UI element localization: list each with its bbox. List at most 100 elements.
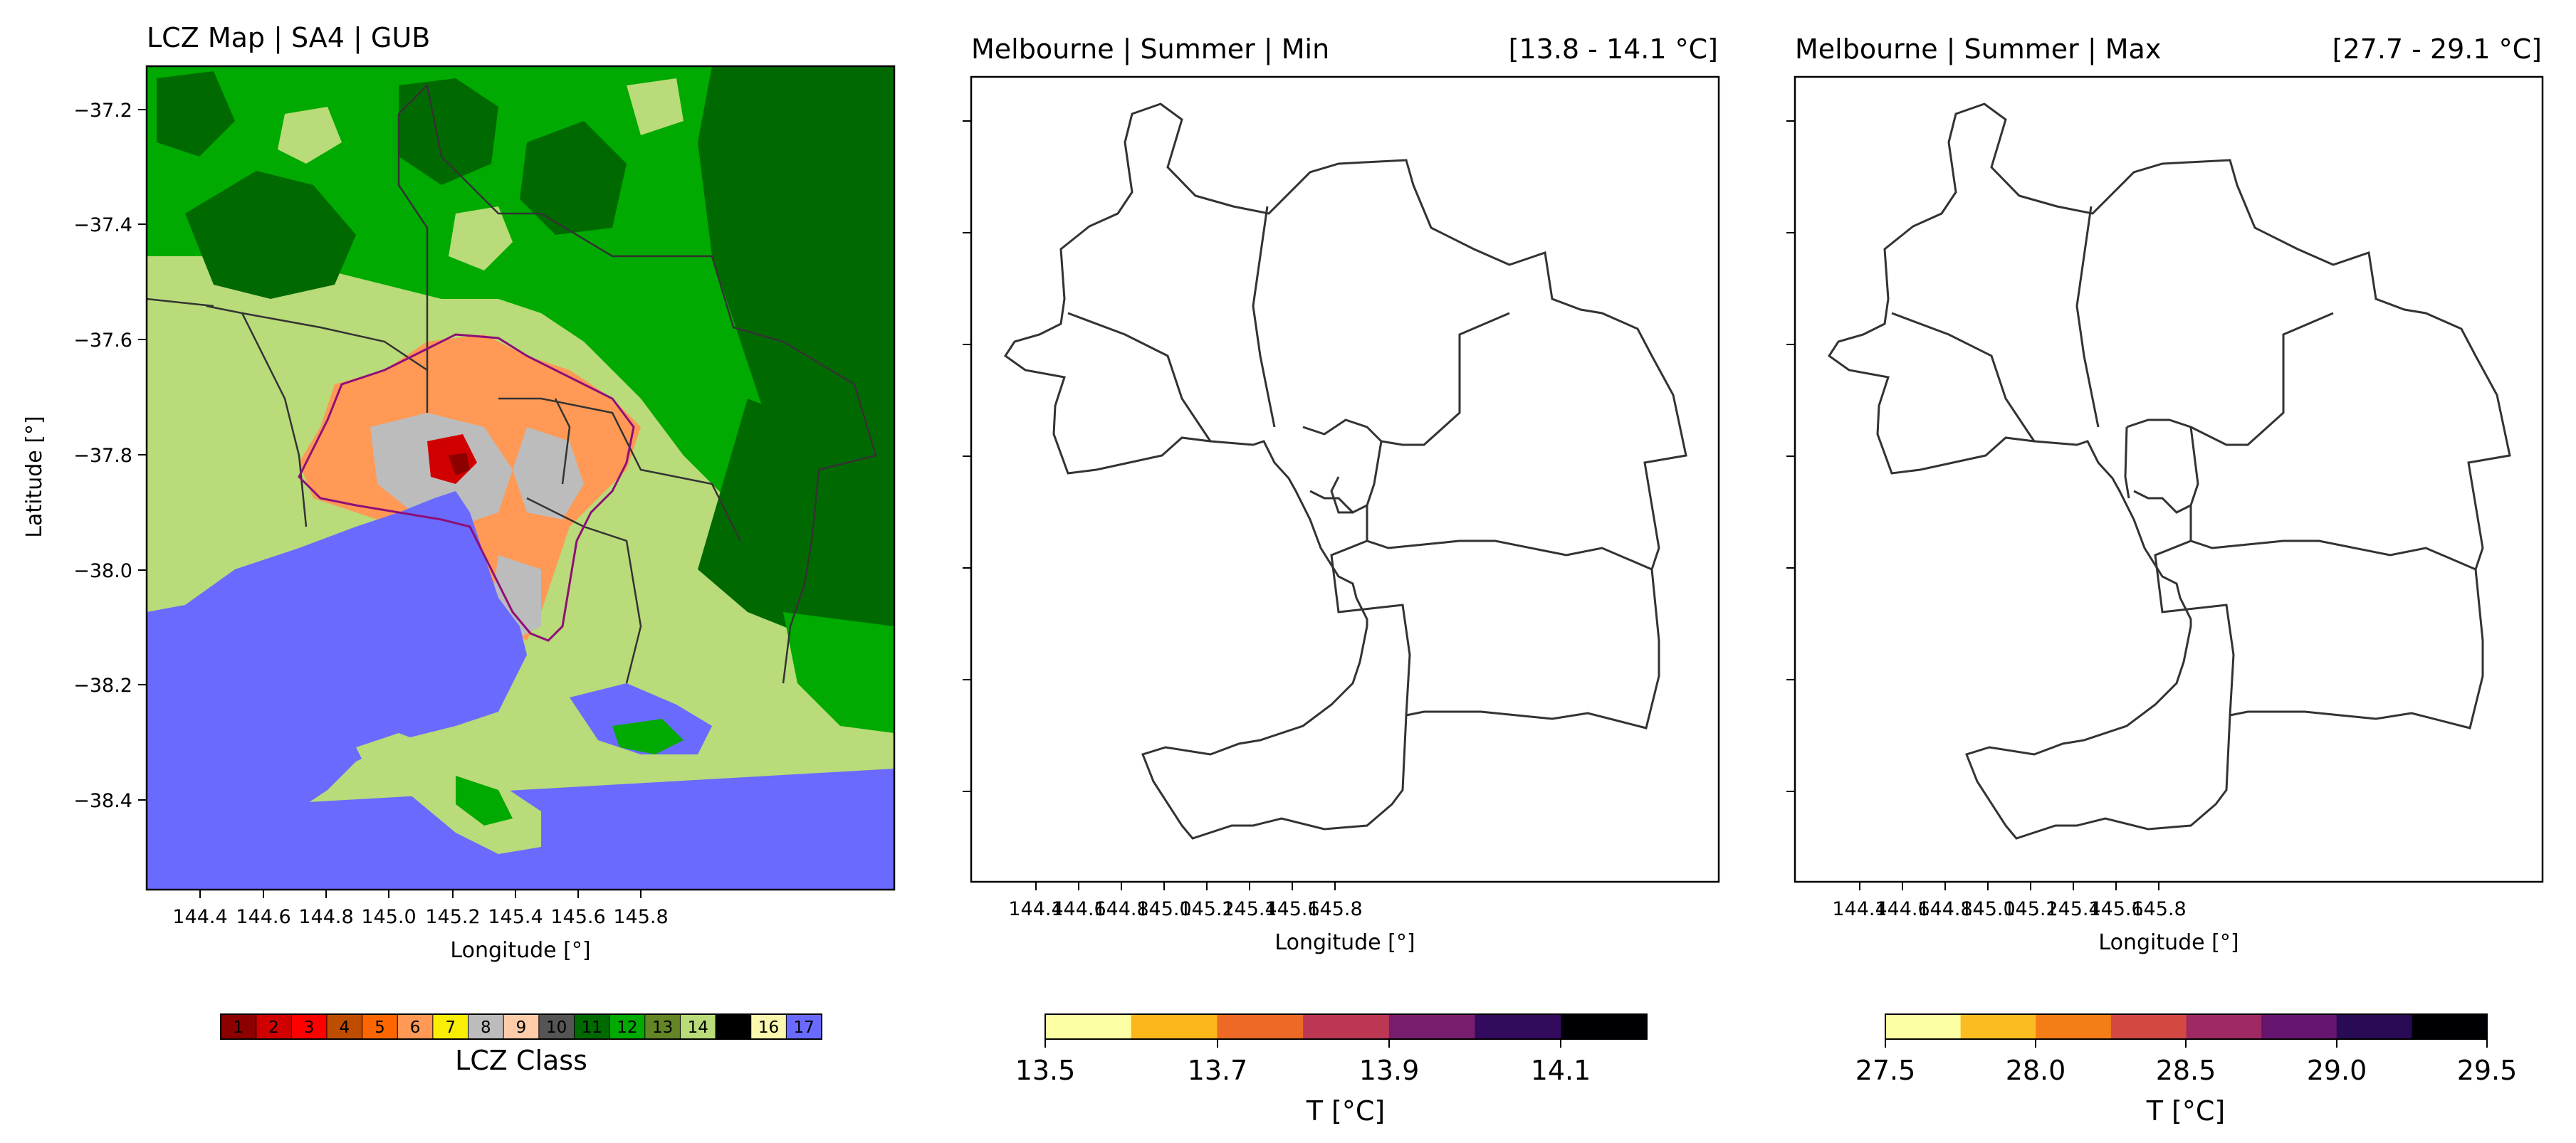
lcz-legend-class-label: 11 xyxy=(582,1018,602,1037)
summer-max-title: Melbourne | Summer | Max xyxy=(1795,33,2161,65)
lcz-x-tick-label: 145.2 xyxy=(425,906,480,928)
lcz-legend-class-label: 4 xyxy=(339,1018,350,1037)
summer-min-range: [13.8 - 14.1 °C] xyxy=(1509,33,1718,65)
lcz-legend-class-label: 17 xyxy=(794,1018,815,1037)
summer-max-x-tick-label: 144.6 xyxy=(1875,898,1930,920)
summer-min-x-tick-label: 144.8 xyxy=(1094,898,1148,920)
colorbar-min-tick-label: 13.5 xyxy=(1015,1055,1076,1086)
lcz-map-panel: LCZ Map | SA4 | GUB xyxy=(22,22,896,1076)
lcz-legend-class-label: 9 xyxy=(516,1018,527,1037)
region-north-east xyxy=(1005,104,1686,838)
summer-max-x-tick-label: 144.4 xyxy=(1832,898,1887,920)
lcz-y-tick-label: −37.6 xyxy=(73,330,132,352)
lcz-legend-class-label: 3 xyxy=(304,1018,315,1037)
colorbar-max-label: T [°C] xyxy=(2146,1095,2225,1127)
summer-max-x-tick-label: 145.2 xyxy=(2003,898,2058,920)
lcz-x-axis-label: Longitude [°] xyxy=(450,938,590,963)
region-south-mornington xyxy=(1963,605,2234,838)
lcz-legend-swatch xyxy=(573,1013,611,1040)
colorbar-max-tick-label: 28.0 xyxy=(2006,1055,2066,1086)
summer-max-colorbar: 27.5 28.0 28.5 29.0 29.5 T [°C] xyxy=(1855,1013,2518,1127)
lcz-y-tick-label: −37.4 xyxy=(73,214,132,236)
colorbar-max-tick-label: 29.5 xyxy=(2457,1055,2518,1086)
colorbar-swatch xyxy=(1960,1014,2036,1039)
lcz-legend-class-label: 6 xyxy=(410,1018,421,1037)
colorbar-swatch xyxy=(2336,1014,2412,1039)
lcz-y-tick-label: −38.4 xyxy=(73,790,132,812)
colorbar-max-tick-labels: 27.5 28.0 28.5 29.0 29.5 xyxy=(1855,1055,2518,1086)
lcz-map-image xyxy=(147,66,894,890)
summer-min-x-tick-label: 144.6 xyxy=(1051,898,1106,920)
colorbar-min-label: T [°C] xyxy=(1306,1095,1385,1127)
summer-min-frame xyxy=(970,75,1720,883)
lcz-legend-class-label: 2 xyxy=(268,1018,279,1037)
colorbar-max-ticks xyxy=(1885,1039,2488,1048)
summer-max-x-tick-label: 145.0 xyxy=(1960,898,2015,920)
lcz-x-tick-label: 145.8 xyxy=(613,906,668,928)
summer-max-x-tick-labels: 144.4 144.6 144.8 145.0 145.2 145.4 145.… xyxy=(1832,898,2186,920)
lcz-map-title: LCZ Map | SA4 | GUB xyxy=(147,22,430,54)
region-south-east xyxy=(1829,104,2510,838)
lcz-legend: 1 2 3 4 5 6 7 8 9 10 11 12 13 14 16 17 LCZ Class xyxy=(220,1013,822,1076)
summer-min-title: Melbourne | Summer | Min xyxy=(971,33,1329,65)
summer-max-x-tick-label: 145.4 xyxy=(2046,898,2100,920)
lcz-legend-label: LCZ Class xyxy=(455,1045,587,1076)
colorbar-swatch xyxy=(1885,1014,1962,1039)
summer-min-x-tick-label: 145.8 xyxy=(1307,898,1362,920)
colorbar-swatch xyxy=(1475,1014,1561,1039)
summer-min-x-tick-label: 145.2 xyxy=(1179,898,1234,920)
summer-max-x-axis-label: Longitude [°] xyxy=(2098,930,2239,955)
colorbar-swatch xyxy=(1561,1014,1648,1039)
colorbar-swatch xyxy=(1131,1014,1218,1039)
summer-min-x-tick-label: 144.4 xyxy=(1008,898,1063,920)
lcz-x-tick-labels: 144.4 144.6 144.8 145.0 145.2 145.4 145.… xyxy=(172,906,668,928)
summer-min-borders xyxy=(1004,102,1687,840)
colorbar-max-cells xyxy=(1885,1014,2488,1039)
colorbar-max-tick-label: 29.0 xyxy=(2307,1055,2367,1086)
summer-min-colorbar: 13.5 13.7 13.9 14.1 T [°C] xyxy=(1015,1013,1648,1127)
lcz-map-frame xyxy=(145,65,896,891)
colorbar-min-tick-label: 13.9 xyxy=(1359,1055,1420,1086)
colorbar-max-tick-label: 28.5 xyxy=(2156,1055,2216,1086)
lcz-x-tick-label: 144.4 xyxy=(172,906,227,928)
summer-max-range: [27.7 - 29.1 °C] xyxy=(2332,33,2542,65)
colorbar-swatch xyxy=(1303,1014,1390,1039)
summer-max-panel: Melbourne | Summer | Max [27.7 - 29.1 °C… xyxy=(1786,33,2544,1127)
summer-max-x-tick-label: 145.8 xyxy=(2131,898,2186,920)
colorbar-swatch xyxy=(2261,1014,2337,1039)
lcz-legend-class-label: 7 xyxy=(445,1018,456,1037)
lcz-y-tick-label: −37.2 xyxy=(73,100,132,122)
colorbar-min-tick-label: 13.7 xyxy=(1188,1055,1248,1086)
summer-max-x-tick-label: 144.8 xyxy=(1917,898,1972,920)
colorbar-min-ticks xyxy=(1044,1039,1561,1048)
lcz-legend-cells: 1 2 3 4 5 6 7 8 9 10 11 12 13 14 16 17 xyxy=(220,1013,822,1040)
lcz-legend-class-label: 8 xyxy=(481,1018,491,1037)
region-inner-core xyxy=(1253,413,1324,498)
lcz-legend-swatch xyxy=(290,1013,328,1040)
summer-max-frame xyxy=(1794,75,2544,883)
colorbar-swatch xyxy=(2186,1014,2262,1039)
colorbar-swatch xyxy=(2110,1014,2187,1039)
lcz-x-tick-label: 145.6 xyxy=(550,906,605,928)
lcz-legend-class-label: 14 xyxy=(688,1018,708,1037)
lcz-legend-swatch xyxy=(432,1013,469,1040)
lcz-legend-swatch xyxy=(644,1013,681,1040)
lcz-y-tick-label: −37.8 xyxy=(73,445,132,467)
summer-max-regions xyxy=(1829,104,2510,838)
lcz-legend-class-label: 16 xyxy=(758,1018,779,1037)
summer-max-x-axis xyxy=(1786,120,2159,890)
region-west xyxy=(1005,306,1210,484)
lcz-y-axis xyxy=(138,109,147,801)
lcz-legend-swatch xyxy=(256,1013,293,1040)
summer-min-x-axis-label: Longitude [°] xyxy=(1274,930,1415,955)
lcz-legend-swatch xyxy=(785,1013,822,1040)
lcz-legend-class-label: 13 xyxy=(652,1018,673,1037)
colorbar-swatch xyxy=(1045,1014,1132,1039)
colorbar-min-tick-label: 14.1 xyxy=(1531,1055,1591,1086)
summer-min-x-tick-label: 145.4 xyxy=(1222,898,1277,920)
lcz-legend-class-label: 5 xyxy=(375,1018,385,1037)
lcz-x-tick-label: 145.0 xyxy=(361,906,416,928)
region-north-west xyxy=(1005,104,1274,445)
colorbar-swatch xyxy=(1388,1014,1476,1039)
